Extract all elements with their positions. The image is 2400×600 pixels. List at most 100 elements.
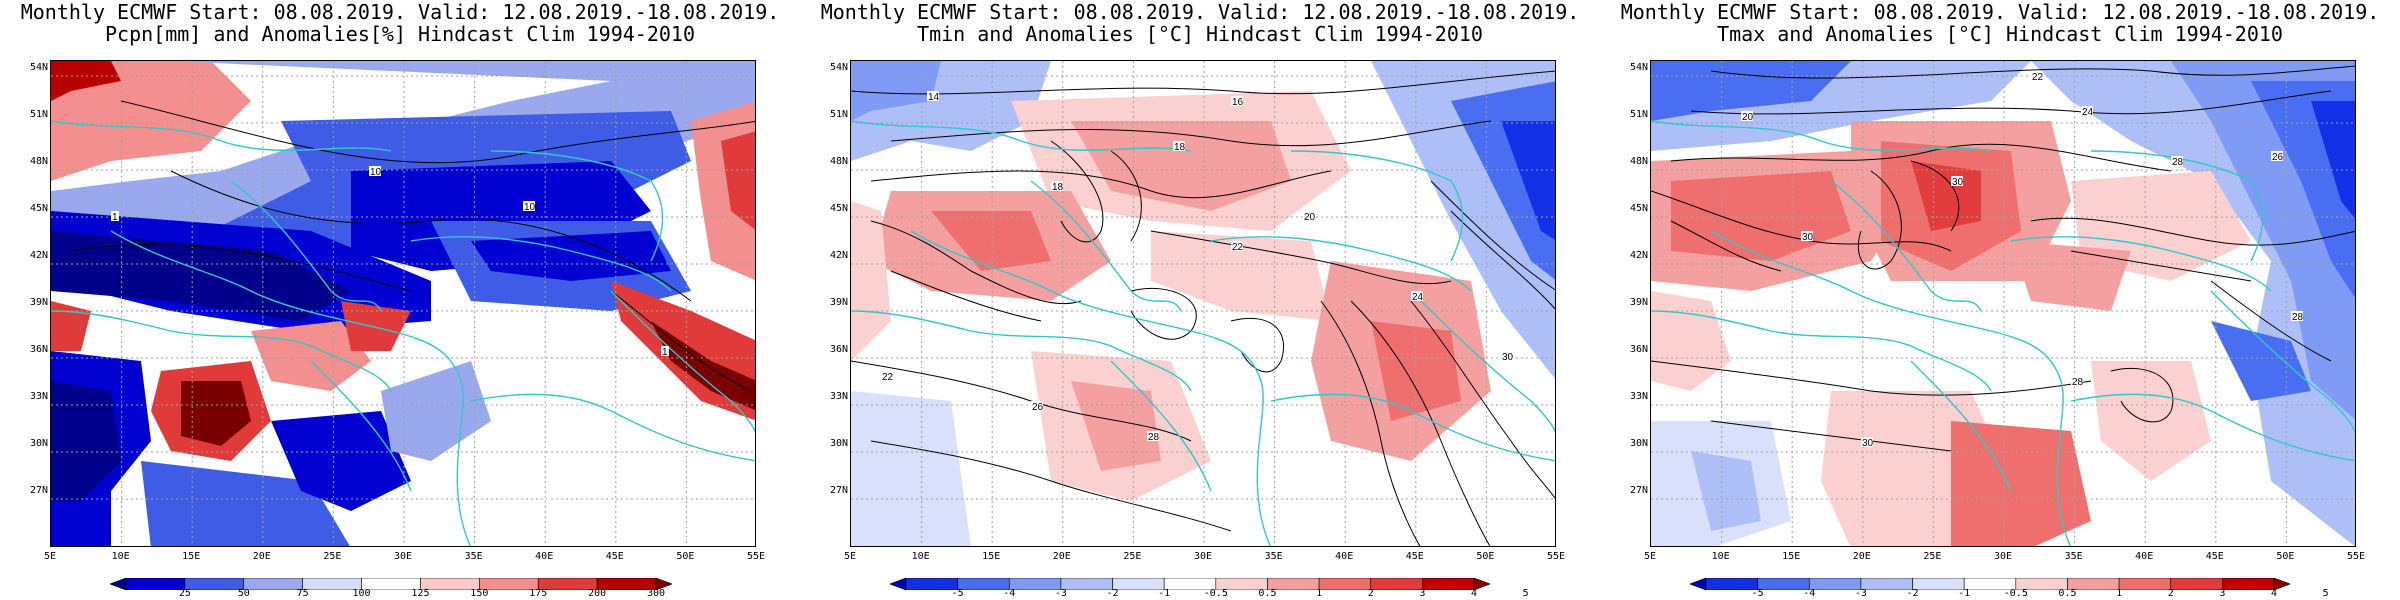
lon-label: 5E xyxy=(843,551,857,562)
colorbar-tick-label: -2 xyxy=(1106,588,1119,599)
lon-label: 55E xyxy=(1546,551,1566,562)
lon-label: 50E xyxy=(676,551,695,562)
colorbar-tick-label: -5 xyxy=(1751,588,1764,599)
lat-label: 51N xyxy=(829,109,848,120)
colorbar-tick-label: 150 xyxy=(470,588,489,599)
colorbar-tick-label: 0.5 xyxy=(2058,588,2077,599)
contour-label: 30 xyxy=(1802,232,1814,243)
lat-label: 33N xyxy=(1629,391,1648,402)
contour-label: 20 xyxy=(1304,212,1316,223)
map-canvas: 14 16 18 18 20 22 24 22 26 28 30 xyxy=(851,61,1555,546)
lon-label: 50E xyxy=(1476,551,1495,562)
lat-label: 39N xyxy=(29,297,48,308)
lat-label: 51N xyxy=(29,109,48,120)
lat-label: 33N xyxy=(29,391,48,402)
colorbar xyxy=(1690,578,2290,590)
contour-label: 1 xyxy=(112,212,118,223)
colorbar-end-high xyxy=(655,578,672,590)
lon-label: 15E xyxy=(182,551,201,562)
map-precipitation: 10 1 10 1 xyxy=(50,60,756,547)
panel-title-line2: Tmin and Anomalies [°C] Hindcast Clim 19… xyxy=(917,22,1483,46)
lon-label: 10E xyxy=(911,551,930,562)
panel-title-line1: Monthly ECMWF Start: 08.08.2019. Valid: … xyxy=(1620,0,2380,24)
lat-label: 30N xyxy=(29,438,48,449)
contour-label: 16 xyxy=(1232,97,1244,108)
lon-label: 35E xyxy=(1264,551,1283,562)
contour-label: 14 xyxy=(928,92,940,103)
colorbar-tick-label: 125 xyxy=(411,588,430,599)
lat-label: 51N xyxy=(1629,109,1648,120)
colorbar-end-low xyxy=(1690,578,1707,590)
colorbar-tick-label: 25 xyxy=(178,588,191,599)
lon-label: 20E xyxy=(1052,551,1071,562)
map-canvas: 22 20 24 26 28 30 30 28 28 30 xyxy=(1651,61,2355,546)
colorbar-end-low xyxy=(890,578,907,590)
lon-label: 10E xyxy=(111,551,130,562)
lat-label: 45N xyxy=(829,203,848,214)
colorbar-tick-label: 3 xyxy=(1419,588,1426,599)
map-tmin: 14 16 18 18 20 22 24 22 26 28 30 xyxy=(850,60,1556,547)
contour-label: 30 xyxy=(1502,352,1514,363)
colorbar-tick-label: -3 xyxy=(1054,588,1067,599)
contour-label: 10 xyxy=(370,167,382,178)
colorbar-tick-label: -0.5 xyxy=(2003,588,2028,599)
map-tmax: 22 20 24 26 28 30 30 28 28 30 xyxy=(1650,60,2356,547)
contour-label: 28 xyxy=(2172,157,2184,168)
lon-label: 40E xyxy=(535,551,554,562)
contour-label: 22 xyxy=(882,372,894,383)
colorbar-tick-label: 4 xyxy=(2270,588,2278,599)
colorbar-tick-label: 2 xyxy=(2167,588,2174,599)
lat-label: 27N xyxy=(1629,485,1648,496)
colorbar-tick-label: 3 xyxy=(2219,588,2226,599)
lon-label: 20E xyxy=(252,551,271,562)
lon-label: 30E xyxy=(1993,551,2013,562)
colorbar-tick-label: 175 xyxy=(529,588,548,599)
lon-label: 15E xyxy=(1782,551,1801,562)
colorbar-tick-label: -4 xyxy=(1803,588,1816,599)
colorbar-tick-label: 100 xyxy=(352,588,371,599)
contour-label: 30 xyxy=(1952,177,1964,188)
lat-label: 54N xyxy=(1629,62,1648,73)
lon-label: 45E xyxy=(605,551,624,562)
lon-label: 40E xyxy=(2135,551,2154,562)
colorbar-tick-label: -4 xyxy=(1003,588,1016,599)
lat-label: 36N xyxy=(1629,344,1648,355)
colorbar xyxy=(890,578,1490,590)
colorbar-tick-label: 75 xyxy=(296,588,309,599)
lon-label: 40E xyxy=(1335,551,1354,562)
colorbar xyxy=(110,578,672,590)
colorbar-tick-label: -1 xyxy=(1958,588,1971,599)
lat-label: 42N xyxy=(29,250,48,261)
panel-title-line1: Monthly ECMWF Start: 08.08.2019. Valid: … xyxy=(20,0,780,24)
lat-label: 42N xyxy=(829,250,848,261)
lat-label: 27N xyxy=(29,485,48,496)
colorbar-end-high xyxy=(2273,578,2290,590)
map-canvas: 10 1 10 1 xyxy=(51,61,755,546)
lon-label: 25E xyxy=(323,551,342,562)
panel-title-line2: Pcpn[mm] and Anomalies[%] Hindcast Clim … xyxy=(104,22,695,46)
colorbar-tick-label: 2 xyxy=(1367,588,1374,599)
lon-label: 25E xyxy=(1923,551,1942,562)
colorbar-end-low xyxy=(110,578,127,590)
contour-label: 26 xyxy=(2272,152,2284,163)
lon-label: 35E xyxy=(2064,551,2083,562)
lon-label: 55E xyxy=(746,551,766,562)
lat-label: 48N xyxy=(29,156,48,167)
lon-label: 30E xyxy=(393,551,413,562)
lat-label: 39N xyxy=(829,297,848,308)
contour-label: 28 xyxy=(2292,312,2304,323)
contour-label: 28 xyxy=(2072,377,2084,388)
lat-label: 39N xyxy=(1629,297,1648,308)
contour-label: 28 xyxy=(1148,432,1160,443)
colorbar-tick-label: -5 xyxy=(951,588,964,599)
lat-label: 27N xyxy=(829,485,848,496)
contour-label: 30 xyxy=(1862,438,1874,449)
panel-tmin: Monthly ECMWF Start: 08.08.2019. Valid: … xyxy=(800,0,1600,600)
lat-label: 33N xyxy=(829,391,848,402)
lon-label: 5E xyxy=(43,551,57,562)
lon-label: 35E xyxy=(464,551,483,562)
lon-label: 25E xyxy=(1123,551,1142,562)
colorbar-tick-label: 1 xyxy=(1316,588,1323,599)
lon-label: 45E xyxy=(2205,551,2224,562)
colorbar-tick-label: -1 xyxy=(1158,588,1171,599)
